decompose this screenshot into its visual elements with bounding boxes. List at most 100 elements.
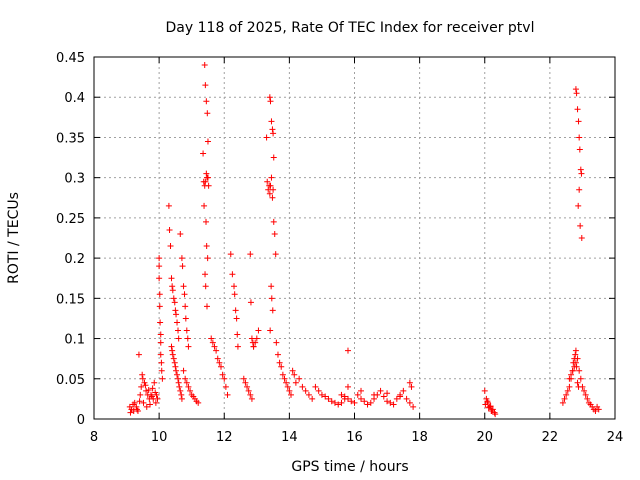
data-point — [358, 387, 365, 394]
data-point — [270, 186, 277, 193]
data-point — [151, 379, 158, 386]
data-point — [148, 393, 155, 400]
data-point — [143, 403, 150, 410]
data-point — [158, 359, 165, 366]
data-point — [291, 371, 298, 378]
data-point — [344, 395, 351, 402]
data-point — [145, 387, 152, 394]
data-point — [390, 401, 397, 408]
data-point — [175, 379, 182, 386]
data-point — [205, 182, 212, 189]
data-point — [267, 98, 274, 105]
data-point — [338, 399, 345, 406]
data-point — [152, 389, 159, 396]
data-point — [364, 401, 371, 408]
data-point — [318, 391, 325, 398]
data-point — [157, 331, 164, 338]
data-point — [576, 146, 583, 153]
data-point — [203, 243, 210, 250]
y-tick-label: 0.15 — [56, 292, 85, 307]
data-point — [577, 222, 584, 229]
data-point — [400, 387, 407, 394]
data-point — [202, 178, 209, 185]
y-tick-label: 0.2 — [64, 252, 85, 267]
data-point — [201, 62, 208, 69]
data-point — [581, 387, 588, 394]
data-point — [208, 335, 215, 342]
data-point — [576, 367, 583, 374]
data-point — [227, 251, 234, 258]
data-point — [292, 379, 299, 386]
data-point — [171, 359, 178, 366]
x-tick-label: 10 — [151, 430, 168, 445]
data-point — [577, 166, 584, 173]
data-point — [175, 327, 182, 334]
data-point — [135, 351, 142, 358]
data-point — [268, 283, 275, 290]
data-point — [245, 387, 252, 394]
data-point — [170, 295, 177, 302]
data-point — [137, 391, 144, 398]
y-tick-label: 0.4 — [64, 91, 85, 106]
data-point — [348, 398, 355, 405]
data-point — [182, 315, 189, 322]
y-tick-label: 0.3 — [64, 172, 85, 187]
data-point — [484, 398, 491, 405]
data-point — [202, 82, 209, 89]
data-point — [573, 363, 580, 370]
data-point — [166, 226, 173, 233]
data-point — [232, 307, 239, 314]
data-point — [156, 303, 163, 310]
data-point — [331, 399, 338, 406]
data-point — [159, 375, 166, 382]
data-point — [178, 255, 185, 262]
data-point — [264, 178, 271, 185]
data-point — [233, 315, 240, 322]
data-point — [200, 150, 207, 157]
data-point — [384, 398, 391, 405]
data-point — [177, 387, 184, 394]
data-point — [139, 375, 146, 382]
data-point — [247, 251, 254, 258]
data-point — [217, 363, 224, 370]
data-point — [172, 307, 179, 314]
data-point — [169, 347, 176, 354]
x-tick-label: 12 — [216, 430, 233, 445]
data-point — [249, 339, 256, 346]
data-point — [202, 283, 209, 290]
data-point — [234, 331, 241, 338]
data-point — [266, 190, 273, 197]
x-tick-label: 18 — [411, 430, 428, 445]
data-point — [344, 383, 351, 390]
data-point — [172, 363, 179, 370]
data-point — [180, 367, 187, 374]
data-point — [570, 359, 577, 366]
data-point — [341, 393, 348, 400]
y-axis-label: ROTI / TECUs — [6, 192, 22, 284]
data-point — [211, 343, 218, 350]
data-point — [169, 351, 176, 358]
data-point — [138, 383, 145, 390]
data-point — [175, 375, 182, 382]
data-point — [576, 186, 583, 193]
data-point — [328, 398, 335, 405]
y-tick-label: 0.1 — [64, 333, 85, 348]
data-point — [183, 327, 190, 334]
data-point — [273, 339, 280, 346]
data-point — [302, 387, 309, 394]
data-point — [203, 170, 210, 177]
data-point — [309, 395, 316, 402]
x-axis-label: GPS time / hours — [291, 459, 408, 475]
data-point — [269, 194, 276, 201]
data-point — [561, 395, 568, 402]
y-tick-label: 0 — [77, 413, 85, 428]
data-point — [170, 355, 177, 362]
data-point — [281, 375, 288, 382]
data-point — [367, 399, 374, 406]
chart-title: Day 118 of 2025, Rate Of TEC Index for r… — [166, 20, 535, 36]
data-point — [492, 411, 499, 418]
data-point — [274, 351, 281, 358]
data-point — [156, 275, 163, 282]
data-point — [278, 363, 285, 370]
data-point — [564, 387, 571, 394]
